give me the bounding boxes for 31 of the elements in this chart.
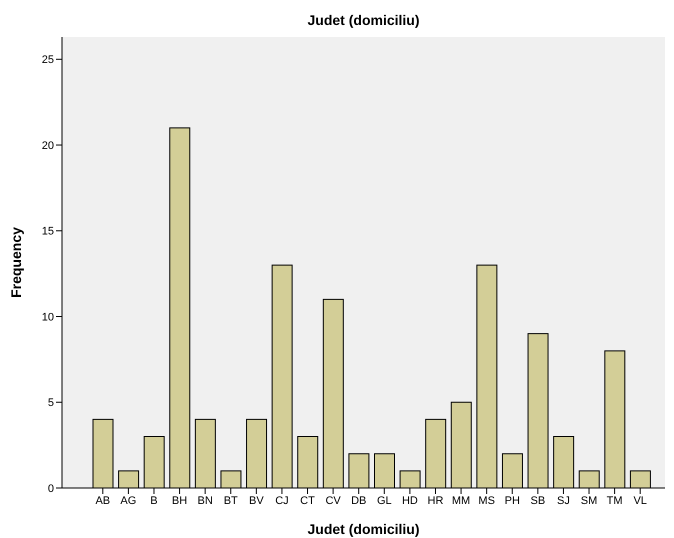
x-tick-label: DB [351,494,366,507]
x-tick-label: AB [95,494,110,507]
x-tick-label: MS [478,494,495,507]
y-tick-label: 20 [42,140,54,152]
x-tick-label: BH [172,494,188,507]
x-tick-label: AG [120,494,136,507]
x-tick-label: VL [633,494,647,507]
x-tick-label: SJ [557,494,570,507]
x-tick-label: CT [300,494,316,507]
x-tick-label: PH [504,494,520,507]
y-axis-title: Frequency [8,226,24,298]
x-tick-label: BN [198,494,213,507]
x-tick-label: SM [580,494,598,507]
y-tick-label: 5 [48,397,54,410]
x-tick-label: BT [224,494,238,507]
x-tick-label: TM [606,494,623,507]
x-tick-label: HD [402,494,418,507]
x-tick-label: B [150,494,158,507]
x-axis-title: Judet (domiciliu) [308,521,420,537]
x-tick-label: BV [248,494,264,507]
y-tick-label: 10 [42,311,54,324]
chart-title: Judet (domiciliu) [306,12,420,28]
x-tick-label: GL [376,494,392,507]
x-tick-label: HR [428,494,444,507]
x-tick-label: MM [452,494,470,507]
x-tick-label: CV [325,494,342,507]
x-tick-label: SB [530,494,546,507]
y-tick-label: 0 [48,482,54,495]
y-tick-label: 25 [42,54,54,66]
y-tick-label: 15 [42,226,54,238]
x-tick-label: CJ [275,494,289,507]
